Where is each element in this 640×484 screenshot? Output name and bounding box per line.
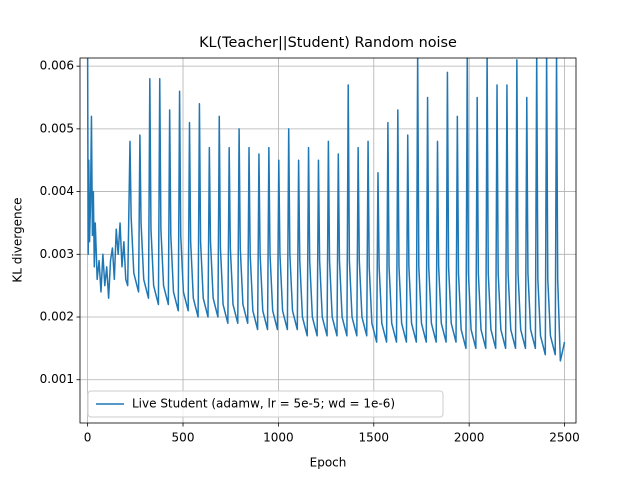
x-axis-label: Epoch — [310, 456, 347, 470]
legend-label: Live Student (adamw, lr = 5e-5; wd = 1e-… — [132, 397, 395, 411]
legend: Live Student (adamw, lr = 5e-5; wd = 1e-… — [87, 390, 444, 418]
y-tick-label: 0.001 — [40, 372, 74, 386]
plot-frame — [79, 57, 577, 424]
x-tick-label: 1500 — [359, 431, 390, 445]
data-line — [86, 58, 566, 362]
x-tick-label: 1000 — [263, 431, 294, 445]
plot-area — [86, 58, 566, 362]
y-tick-label: 0.003 — [40, 247, 74, 261]
y-tick-label: 0.004 — [40, 184, 74, 198]
legend-box — [87, 390, 444, 418]
chart-title: KL(Teacher||Student) Random noise — [199, 35, 457, 51]
y-tick-label: 0.005 — [40, 121, 74, 135]
x-tick-label: 0 — [84, 431, 92, 445]
x-tick-label: 500 — [172, 431, 195, 445]
y-tick-label: 0.002 — [40, 310, 74, 324]
x-tick-label: 2000 — [454, 431, 485, 445]
y-tick-label: 0.006 — [40, 59, 74, 73]
y-axis-label: KL divergence — [11, 197, 25, 282]
x-tick-label: 2500 — [549, 431, 580, 445]
